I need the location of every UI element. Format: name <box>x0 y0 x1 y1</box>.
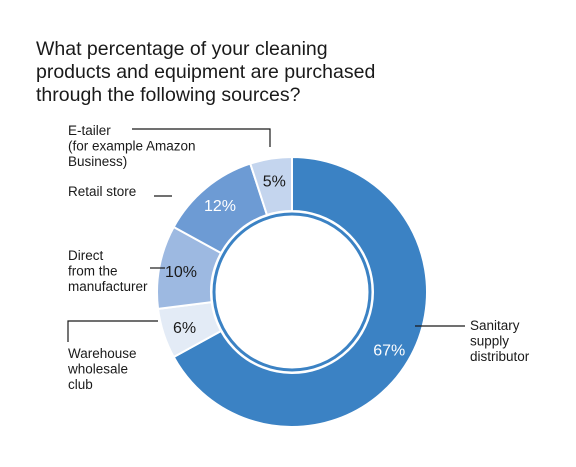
category-label-line: manufacturer <box>68 279 148 294</box>
chart-title-line-2: products and equipment are purchased <box>36 61 376 83</box>
leader-line <box>67 320 158 342</box>
chart-title-line-1: What percentage of your cleaning <box>36 38 328 60</box>
slice-value-label: 10% <box>165 264 197 281</box>
chart-title: What percentage of your cleaning product… <box>36 38 556 107</box>
slice-value-label: 12% <box>204 198 236 215</box>
category-label-line: club <box>68 377 93 392</box>
donut-hole <box>216 216 368 368</box>
category-label-line: (for example Amazon <box>68 139 196 154</box>
category-label-line: Direct <box>68 248 104 263</box>
slice-value-label: 5% <box>263 173 286 190</box>
category-label-line: Business) <box>68 154 127 169</box>
category-label-line: E-tailer <box>68 123 111 138</box>
slice-value-label: 6% <box>173 320 196 337</box>
category-label-line: Retail store <box>68 184 136 199</box>
category-label-line: from the <box>68 264 118 279</box>
slice-e-tailer-for-example-amazon-business <box>249 155 293 217</box>
leader-line <box>132 128 271 147</box>
category-label-line: Sanitary <box>470 318 520 333</box>
category-label-line: distributor <box>470 349 530 364</box>
category-label-line: wholesale <box>67 362 128 377</box>
category-label-line: supply <box>470 334 509 349</box>
donut-inner-ring <box>212 212 372 372</box>
chart-title-line-3: through the following sources? <box>36 84 301 106</box>
category-label-retail-store: Retail store <box>68 184 172 199</box>
slice-value-label: 67% <box>373 343 405 360</box>
slice-sanitary-supply-distributor <box>172 155 428 428</box>
category-label-line: Warehouse <box>68 346 137 361</box>
